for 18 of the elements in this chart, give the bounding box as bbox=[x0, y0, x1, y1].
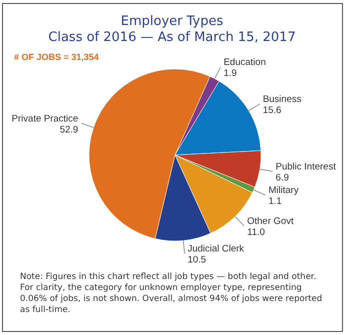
slice-label: Private Practice bbox=[12, 113, 78, 124]
slice-label: Other Govt bbox=[247, 216, 294, 227]
data-label: 11.0 bbox=[247, 226, 265, 238]
data-label: 6.9 bbox=[276, 172, 289, 184]
data-label: 1.9 bbox=[224, 68, 237, 80]
slice-label: Public Interest bbox=[276, 161, 336, 172]
slice-label: Business bbox=[262, 94, 302, 105]
chart-title: Employer Types bbox=[120, 14, 224, 30]
slice-label: Education bbox=[224, 57, 266, 68]
slice-label: Military bbox=[268, 185, 299, 196]
data-label: 10.5 bbox=[188, 254, 206, 266]
text: # OF JOBS = 31,354 bbox=[14, 52, 99, 62]
chart-subtitle: Class of 2016 — As of March 15, 2017 bbox=[47, 30, 297, 46]
slice-label: Judicial Clerk bbox=[188, 244, 244, 255]
text: Note: Figures in this chart reflect all job types — both legal and other. For clarity, the category for unknown employer type, representing 0.06% of jobs, is not shown. Overall, almost 94% of jobs were reported as full-time. bbox=[20, 272, 324, 316]
data-label: 1.1 bbox=[268, 196, 282, 208]
data-label: 52.9 bbox=[60, 124, 78, 136]
data-label: 15.6 bbox=[262, 104, 282, 116]
